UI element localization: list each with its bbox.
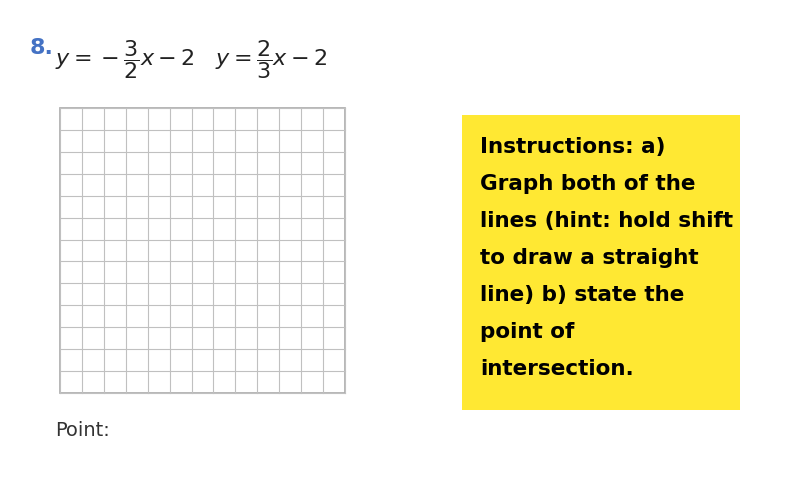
Text: Instructions: a): Instructions: a) [480,137,666,157]
Text: intersection.: intersection. [480,359,634,379]
Text: 8.: 8. [30,38,54,58]
Text: point of: point of [480,322,574,342]
Text: $y = \dfrac{2}{3}x - 2$: $y = \dfrac{2}{3}x - 2$ [215,38,327,81]
Text: Graph both of the: Graph both of the [480,174,695,194]
Text: $y = -\dfrac{3}{2}x - 2$: $y = -\dfrac{3}{2}x - 2$ [55,38,194,81]
Bar [462,115,740,410]
Text: lines (hint: hold shift: lines (hint: hold shift [480,211,733,231]
Text: line) b) state the: line) b) state the [480,285,684,305]
Bar [60,108,345,393]
Text: to draw a straight: to draw a straight [480,248,698,268]
Text: Point:: Point: [55,421,110,440]
